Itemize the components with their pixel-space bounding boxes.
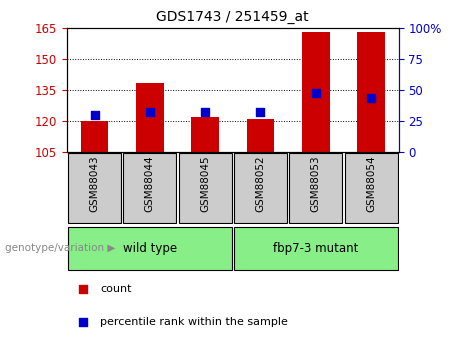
Title: GDS1743 / 251459_at: GDS1743 / 251459_at bbox=[156, 10, 309, 24]
Text: GSM88043: GSM88043 bbox=[89, 155, 100, 212]
Bar bbox=[81, 121, 108, 152]
Point bbox=[201, 109, 209, 115]
Text: percentile rank within the sample: percentile rank within the sample bbox=[100, 317, 288, 327]
Bar bbox=[234, 153, 287, 223]
Bar bbox=[68, 153, 121, 223]
Text: GSM88053: GSM88053 bbox=[311, 155, 321, 212]
Point bbox=[367, 96, 375, 101]
Bar bbox=[136, 83, 164, 152]
Text: GSM88054: GSM88054 bbox=[366, 155, 376, 212]
Bar bbox=[123, 153, 177, 223]
Point bbox=[257, 109, 264, 115]
Point bbox=[146, 109, 154, 115]
Text: count: count bbox=[100, 284, 131, 294]
Bar bbox=[247, 119, 274, 152]
Bar bbox=[234, 227, 398, 270]
Bar bbox=[344, 153, 398, 223]
Bar bbox=[68, 227, 232, 270]
Text: genotype/variation ▶: genotype/variation ▶ bbox=[5, 244, 115, 253]
Text: GSM88044: GSM88044 bbox=[145, 155, 155, 212]
Text: wild type: wild type bbox=[123, 242, 177, 255]
Point bbox=[80, 319, 87, 324]
Point bbox=[80, 286, 87, 292]
Point bbox=[91, 112, 98, 117]
Bar bbox=[302, 32, 330, 152]
Bar bbox=[178, 153, 232, 223]
Point bbox=[312, 91, 319, 96]
Bar bbox=[357, 32, 385, 152]
Bar bbox=[289, 153, 343, 223]
Bar bbox=[191, 117, 219, 152]
Text: GSM88045: GSM88045 bbox=[200, 155, 210, 212]
Text: GSM88052: GSM88052 bbox=[255, 155, 266, 212]
Text: fbp7-3 mutant: fbp7-3 mutant bbox=[273, 242, 359, 255]
